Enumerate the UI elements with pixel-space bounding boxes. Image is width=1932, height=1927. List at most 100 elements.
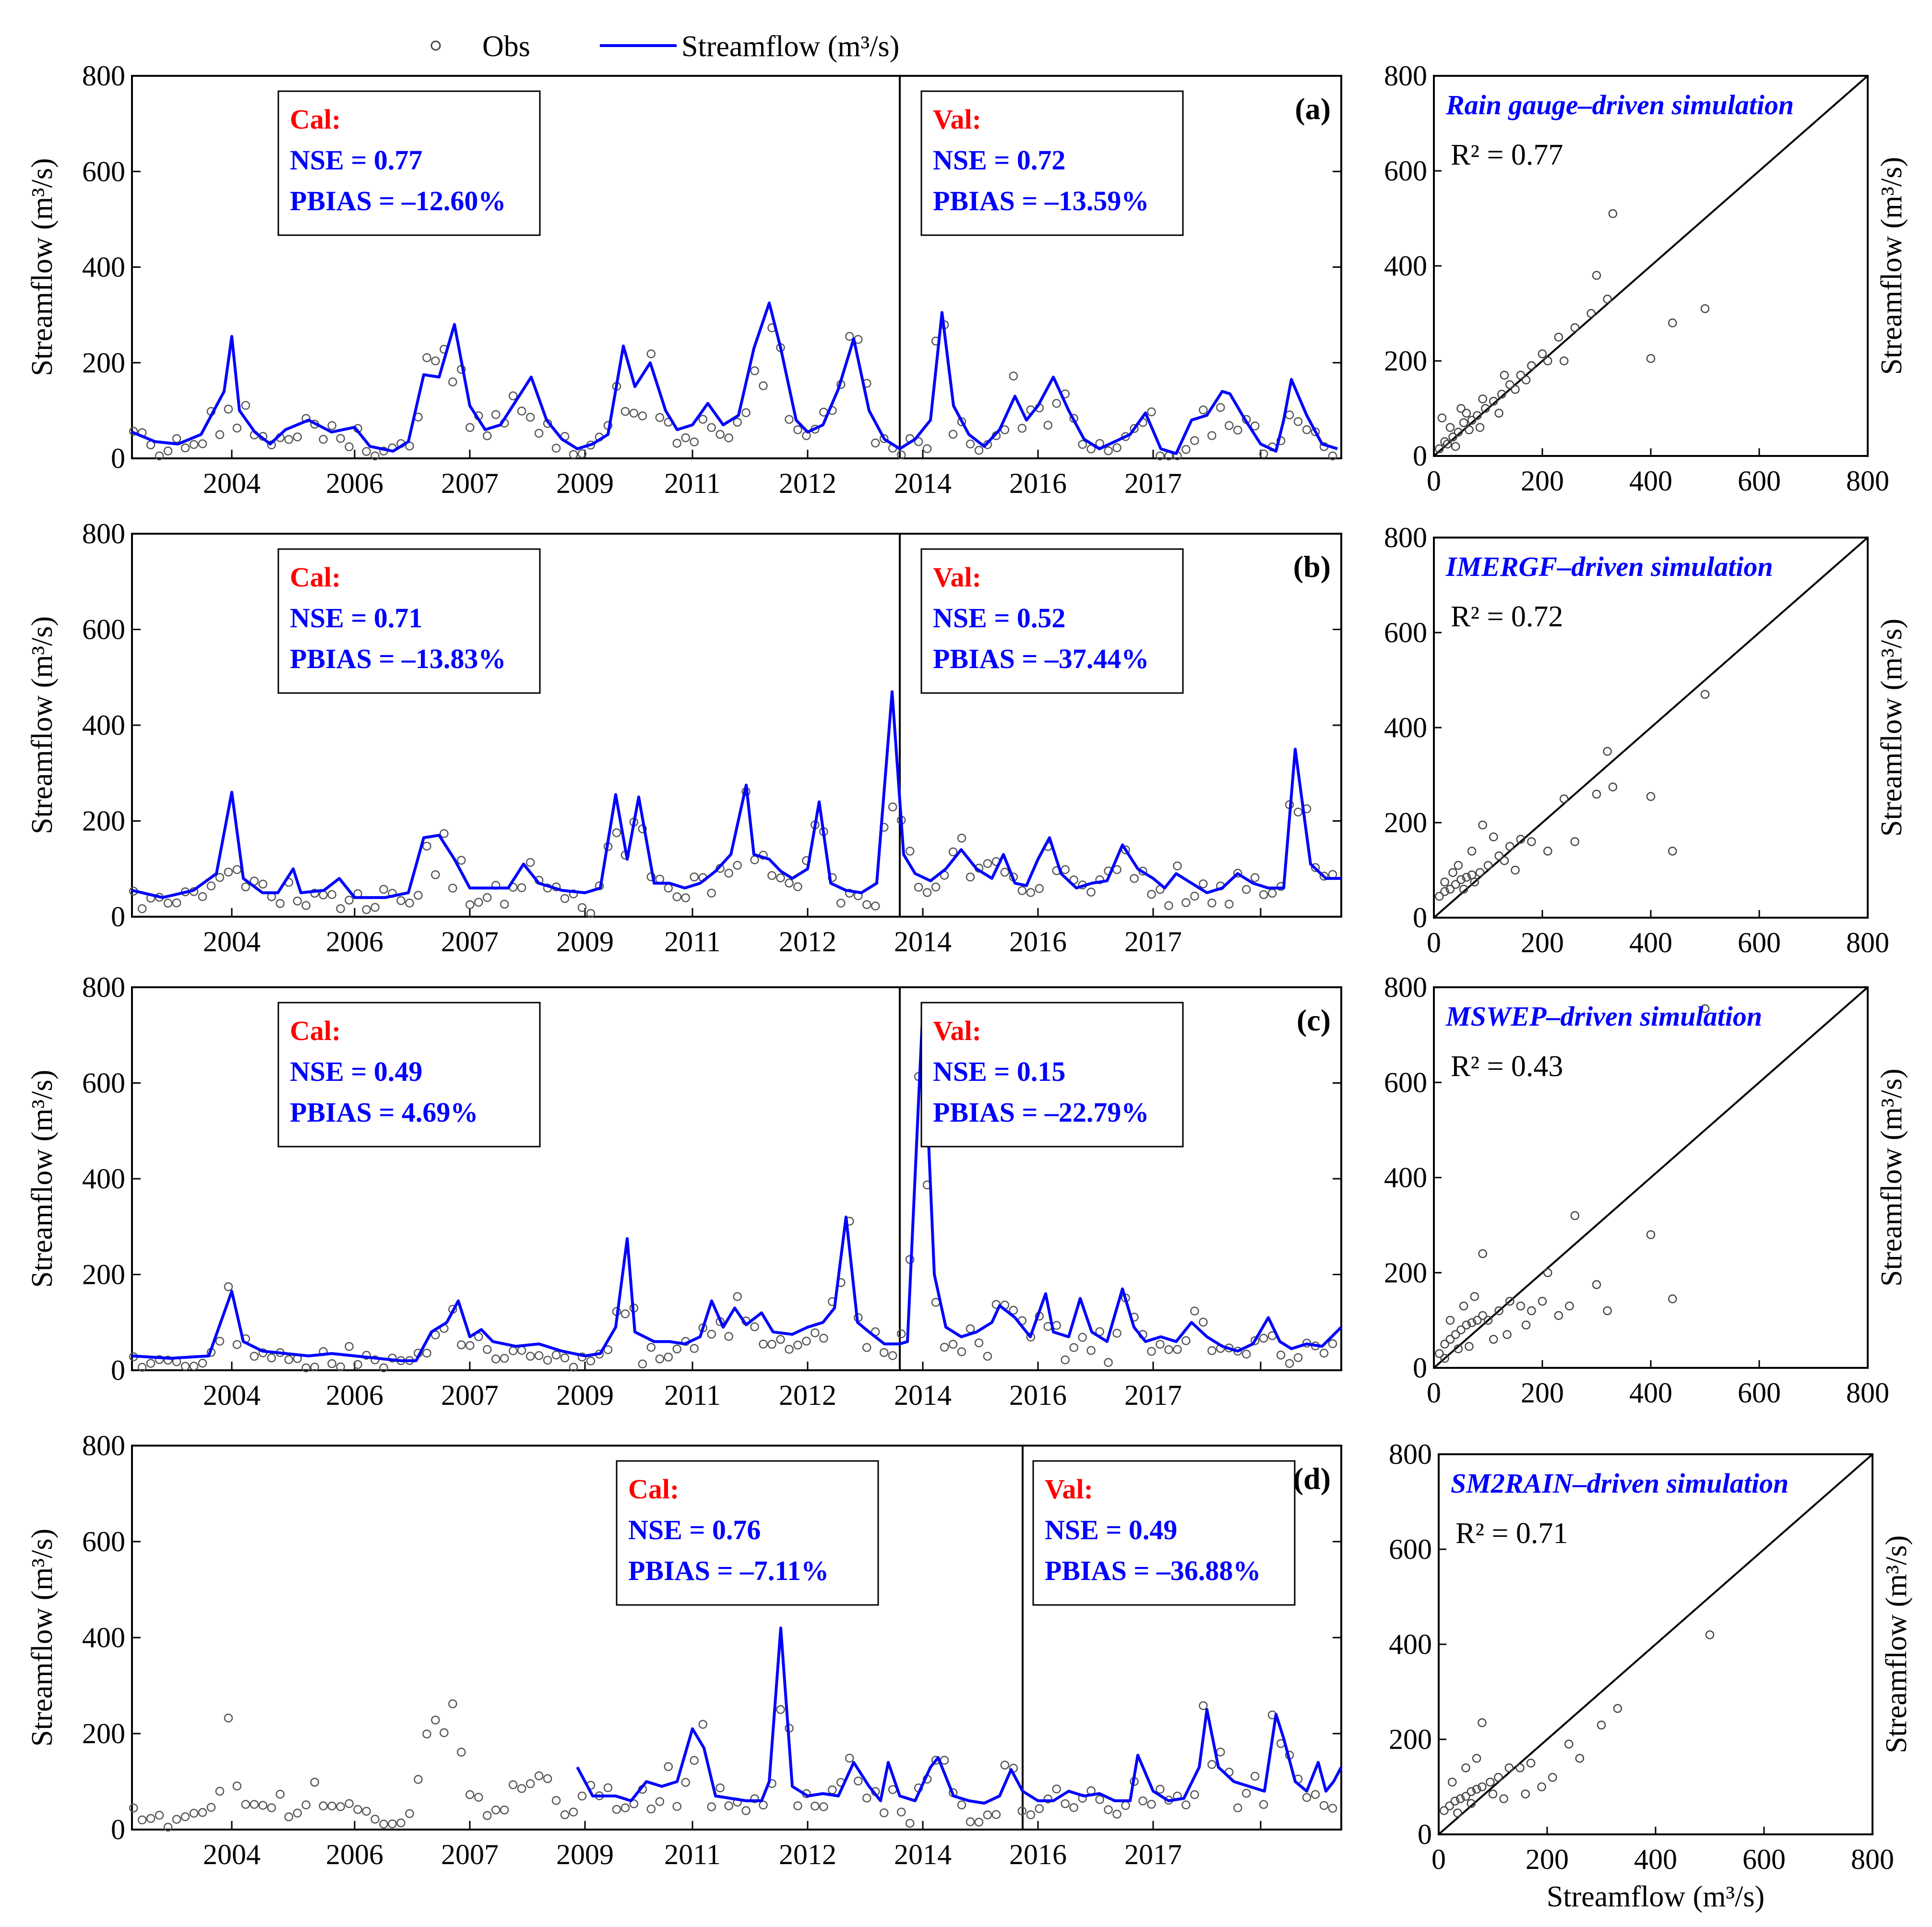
obs-point	[974, 1818, 984, 1827]
cal-stats-box	[277, 90, 541, 236]
obs-point	[1181, 445, 1191, 454]
obs-point	[474, 1793, 483, 1802]
y-tick-label: 400	[1384, 712, 1427, 743]
obs-point	[655, 1797, 665, 1806]
x-tick-label: 600	[1738, 1377, 1781, 1409]
obs-point	[457, 1747, 466, 1757]
scatter-point	[1481, 404, 1490, 413]
x-tick-label: 600	[1738, 465, 1781, 497]
obs-point	[1225, 899, 1234, 909]
obs-point	[1121, 432, 1130, 441]
obs-point	[422, 1729, 431, 1739]
obs-point	[1069, 1803, 1078, 1812]
obs-point	[707, 423, 716, 432]
scatter-point	[1504, 1763, 1514, 1772]
x-tick-label: 800	[1846, 927, 1889, 958]
legend: Obs Streamflow (m³/s)	[430, 30, 899, 63]
y-tick-label: 400	[82, 709, 125, 741]
obs-point	[293, 1808, 302, 1818]
obs-point	[483, 1811, 492, 1820]
scatter-point	[1511, 385, 1520, 394]
obs-point	[396, 1818, 405, 1828]
scatter-point	[1705, 1630, 1715, 1640]
obs-point	[1061, 865, 1070, 874]
obs-point	[983, 1810, 992, 1819]
scatter-point	[1451, 442, 1460, 451]
x-tick-label: 600	[1742, 1843, 1786, 1875]
obs-point	[232, 1340, 242, 1349]
x-tick-label: 2016	[1009, 1379, 1067, 1411]
y-tick-label: 200	[82, 805, 125, 837]
val-stats-box	[920, 1002, 1184, 1148]
scatter-point	[1478, 394, 1487, 404]
obs-point	[465, 1790, 475, 1799]
scatter-point	[1435, 1349, 1444, 1358]
legend-sim-label: Streamflow (m³/s)	[681, 30, 899, 63]
obs-point	[854, 1776, 863, 1786]
obs-point	[681, 433, 690, 443]
y-tick-label: 800	[1389, 1438, 1432, 1470]
obs-point	[828, 1785, 837, 1795]
obs-point	[379, 885, 388, 894]
obs-point	[612, 828, 621, 838]
obs-point	[431, 1715, 440, 1725]
scatter-point	[1448, 868, 1457, 877]
scatter-point	[1470, 1292, 1479, 1301]
obs-point	[862, 900, 871, 910]
obs-point	[1259, 1334, 1268, 1343]
obs-point	[845, 888, 854, 898]
obs-point	[776, 1335, 785, 1344]
scatter-point	[1462, 408, 1471, 418]
obs-point	[793, 882, 802, 891]
obs-point	[1164, 901, 1173, 910]
obs-point	[1147, 407, 1156, 417]
obs-point	[543, 1355, 552, 1365]
obs-point	[310, 1363, 319, 1372]
scatter-point	[1603, 747, 1612, 756]
obs-point	[1026, 888, 1036, 897]
scatter-point	[1448, 432, 1457, 442]
val-stats-head: Val:	[933, 1015, 981, 1046]
obs-point	[1000, 868, 1010, 877]
obs-point	[1250, 1771, 1260, 1781]
scatter-point	[1462, 1320, 1471, 1330]
obs-point	[327, 890, 336, 899]
obs-point	[1267, 888, 1277, 898]
scatter-point	[1478, 1249, 1487, 1258]
y-axis-title: Streamflow (m³/s)	[26, 1529, 59, 1747]
obs-point	[232, 1782, 242, 1791]
obs-point	[655, 1354, 665, 1364]
obs-point	[1086, 887, 1096, 897]
val-nse-value: NSE = 0.49	[1045, 1514, 1177, 1545]
scatter-point	[1503, 1330, 1512, 1339]
obs-point	[1017, 886, 1027, 895]
obs-point	[163, 898, 173, 908]
scatter-point	[1467, 416, 1477, 425]
scatter-point	[1440, 887, 1449, 896]
panel-tag: (a)	[1295, 92, 1331, 126]
x-tick-label: 400	[1634, 1843, 1677, 1875]
scatter-point	[1465, 1342, 1474, 1351]
obs-point	[457, 856, 466, 865]
scatter-point	[1440, 1353, 1449, 1363]
obs-point	[379, 1363, 388, 1373]
scatter-point	[1451, 880, 1460, 889]
obs-point	[1216, 1747, 1225, 1757]
cal-stats-head: Cal:	[290, 1015, 341, 1046]
obs-point	[146, 1814, 155, 1823]
obs-point	[750, 1794, 759, 1803]
scatter-point	[1459, 1301, 1468, 1311]
y-tick-label: 800	[1384, 522, 1427, 553]
obs-point	[250, 1352, 259, 1361]
scatter-point	[1450, 1796, 1460, 1806]
y-tick-label: 400	[1389, 1628, 1432, 1660]
obs-point	[517, 1784, 526, 1793]
obs-point	[1043, 420, 1053, 430]
obs-point	[362, 447, 371, 456]
x-tick-label: 2007	[441, 467, 499, 499]
obs-point	[189, 1808, 199, 1818]
obs-point	[638, 411, 647, 420]
scatter-point	[1454, 428, 1463, 437]
obs-point	[1052, 399, 1061, 408]
obs-point	[707, 1802, 716, 1811]
